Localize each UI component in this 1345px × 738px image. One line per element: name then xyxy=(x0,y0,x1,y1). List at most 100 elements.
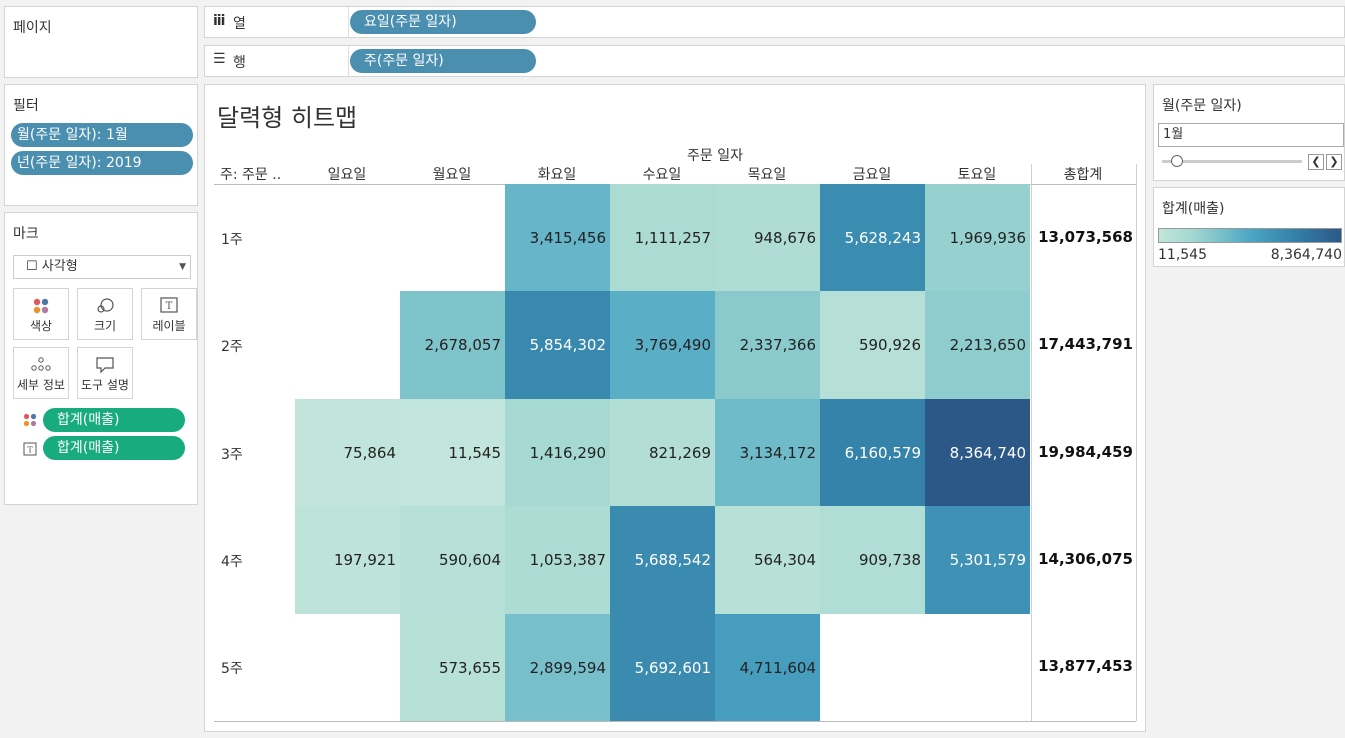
view-title: 달력형 히트맵 xyxy=(217,104,358,132)
column-header-day: 토요일 xyxy=(957,167,997,183)
heatmap-cell[interactable]: 573,655 xyxy=(400,613,505,722)
rows-label: 행 xyxy=(233,55,246,71)
chevron-right-icon: ❯ xyxy=(1329,155,1339,168)
heatmap-cell[interactable]: 6,160,579 xyxy=(820,398,925,507)
row-total: 17,443,791 xyxy=(1038,335,1133,354)
row-total: 19,984,459 xyxy=(1038,442,1133,461)
heatmap-cell[interactable]: 5,854,302 xyxy=(505,291,610,400)
detail-icon xyxy=(31,357,51,371)
color-button[interactable]: 색상 xyxy=(13,288,69,340)
square-icon: ☐ xyxy=(26,259,38,274)
heatmap-cell[interactable]: 4,711,604 xyxy=(715,613,820,722)
column-header-day: 일요일 xyxy=(327,167,367,183)
heatmap-cell[interactable]: 2,337,366 xyxy=(715,291,820,400)
row-header-week: 5주 xyxy=(221,661,243,678)
row-total: 13,073,568 xyxy=(1038,227,1133,246)
marks-color-field-pill[interactable]: 합계(매출) xyxy=(43,408,185,432)
heatmap-cell[interactable]: 948,676 xyxy=(715,184,820,292)
color-field-icon xyxy=(23,413,37,427)
filter-year-pill[interactable]: 년(주문 일자): 2019 xyxy=(11,151,193,175)
prev-month-button[interactable]: ❮ xyxy=(1308,154,1324,170)
columns-label: 열 xyxy=(233,16,246,32)
heatmap-cell[interactable]: 3,415,456 xyxy=(505,184,610,292)
label-field-icon: T xyxy=(23,442,37,456)
rows-pill[interactable]: 주(주문 일자) xyxy=(350,49,536,73)
tooltip-icon xyxy=(96,357,114,374)
columns-icon: iii xyxy=(213,13,225,29)
right-divider xyxy=(1136,164,1137,721)
svg-text:T: T xyxy=(27,446,33,455)
size-label: 크기 xyxy=(93,319,117,333)
row-header-week: 4주 xyxy=(221,553,243,570)
total-column-divider xyxy=(1031,164,1032,721)
heatmap-cell[interactable]: 821,269 xyxy=(610,398,715,507)
heatmap-cell[interactable]: 2,213,650 xyxy=(925,291,1030,400)
row-header-week: 2주 xyxy=(221,339,243,356)
mark-type-dropdown[interactable]: ☐ 사각형 ▼ xyxy=(13,255,191,279)
color-icon xyxy=(33,298,49,314)
label-icon: T xyxy=(160,297,178,313)
column-header-day: 금요일 xyxy=(852,167,892,183)
heatmap-cell[interactable]: 1,969,936 xyxy=(925,184,1030,292)
rows-shelf[interactable]: ☰ 행 주(주문 일자) xyxy=(204,45,1345,77)
legend-min-label: 11,545 xyxy=(1158,247,1207,263)
month-filter-select[interactable]: 1월 xyxy=(1158,123,1344,147)
row-header-week: 3주 xyxy=(221,446,243,463)
column-group-header: 주문 일자 xyxy=(687,148,743,164)
label-button[interactable]: T 레이블 xyxy=(141,288,197,340)
heatmap-cell[interactable]: 5,692,601 xyxy=(610,613,715,722)
heatmap-cell[interactable]: 75,864 xyxy=(295,398,400,507)
label-label: 레이블 xyxy=(152,319,186,333)
heatmap-cell[interactable]: 5,301,579 xyxy=(925,506,1030,615)
heatmap-cell[interactable]: 909,738 xyxy=(820,506,925,615)
heatmap-cell[interactable]: 2,678,057 xyxy=(400,291,505,400)
detail-button[interactable]: 세부 정보 xyxy=(13,347,69,399)
heatmap-cell[interactable]: 1,111,257 xyxy=(610,184,715,292)
tooltip-button[interactable]: 도구 설명 xyxy=(77,347,133,399)
row-total: 14,306,075 xyxy=(1038,549,1133,568)
heatmap-cell[interactable]: 590,604 xyxy=(400,506,505,615)
heatmap-cell[interactable]: 1,053,387 xyxy=(505,506,610,615)
heatmap-cell[interactable]: 11,545 xyxy=(400,398,505,507)
svg-text:T: T xyxy=(166,301,173,312)
next-month-button[interactable]: ❯ xyxy=(1326,154,1342,170)
marks-label-field-pill[interactable]: 합계(매출) xyxy=(43,436,185,460)
row-header-week: 1주 xyxy=(221,231,243,248)
legend-title: 합계(매출) xyxy=(1162,201,1225,217)
chevron-down-icon: ▼ xyxy=(179,262,186,272)
heatmap-cell[interactable]: 3,769,490 xyxy=(610,291,715,400)
marks-title: 마크 xyxy=(13,226,39,242)
legend-max-label: 8,364,740 xyxy=(1270,247,1342,263)
heatmap-cell[interactable]: 5,628,243 xyxy=(820,184,925,292)
heatmap-cell[interactable]: 590,926 xyxy=(820,291,925,400)
filter-month-pill[interactable]: 월(주문 일자): 1월 xyxy=(11,123,193,147)
color-label: 색상 xyxy=(29,319,53,333)
chevron-left-icon: ❮ xyxy=(1311,155,1321,168)
column-header-day: 화요일 xyxy=(537,167,577,183)
heatmap-cell[interactable]: 5,688,542 xyxy=(610,506,715,615)
month-slider-handle[interactable] xyxy=(1171,155,1183,167)
row-dimension-header: 주: 주문 .. xyxy=(220,167,282,183)
filters-title: 필터 xyxy=(13,98,39,114)
detail-label: 세부 정보 xyxy=(17,378,65,392)
columns-shelf[interactable]: iii 열 요일(주문 일자) xyxy=(204,6,1345,38)
column-header-day: 수요일 xyxy=(642,167,682,183)
month-slider-track[interactable] xyxy=(1162,160,1302,163)
tooltip-label: 도구 설명 xyxy=(81,378,129,392)
month-filter-title: 월(주문 일자) xyxy=(1162,98,1242,114)
size-icon xyxy=(97,298,114,313)
heatmap-cell[interactable]: 1,416,290 xyxy=(505,398,610,507)
heatmap-cell[interactable]: 197,921 xyxy=(295,506,400,615)
column-header-day: 월요일 xyxy=(432,167,472,183)
heatmap-cell[interactable]: 8,364,740 xyxy=(925,398,1030,507)
columns-pill[interactable]: 요일(주문 일자) xyxy=(350,10,536,34)
column-header-day: 목요일 xyxy=(747,167,787,183)
mark-type-label: 사각형 xyxy=(41,259,78,274)
heatmap-cell[interactable]: 3,134,172 xyxy=(715,398,820,507)
filters-panel: 필터 월(주문 일자): 1월 년(주문 일자): 2019 xyxy=(4,84,198,206)
heatmap-cell[interactable]: 2,899,594 xyxy=(505,613,610,722)
size-button[interactable]: 크기 xyxy=(77,288,133,340)
pages-panel: 페이지 xyxy=(4,6,198,78)
heatmap-cell[interactable]: 564,304 xyxy=(715,506,820,615)
month-filter-card: 월(주문 일자) 1월 ❮ ❯ xyxy=(1153,84,1345,181)
